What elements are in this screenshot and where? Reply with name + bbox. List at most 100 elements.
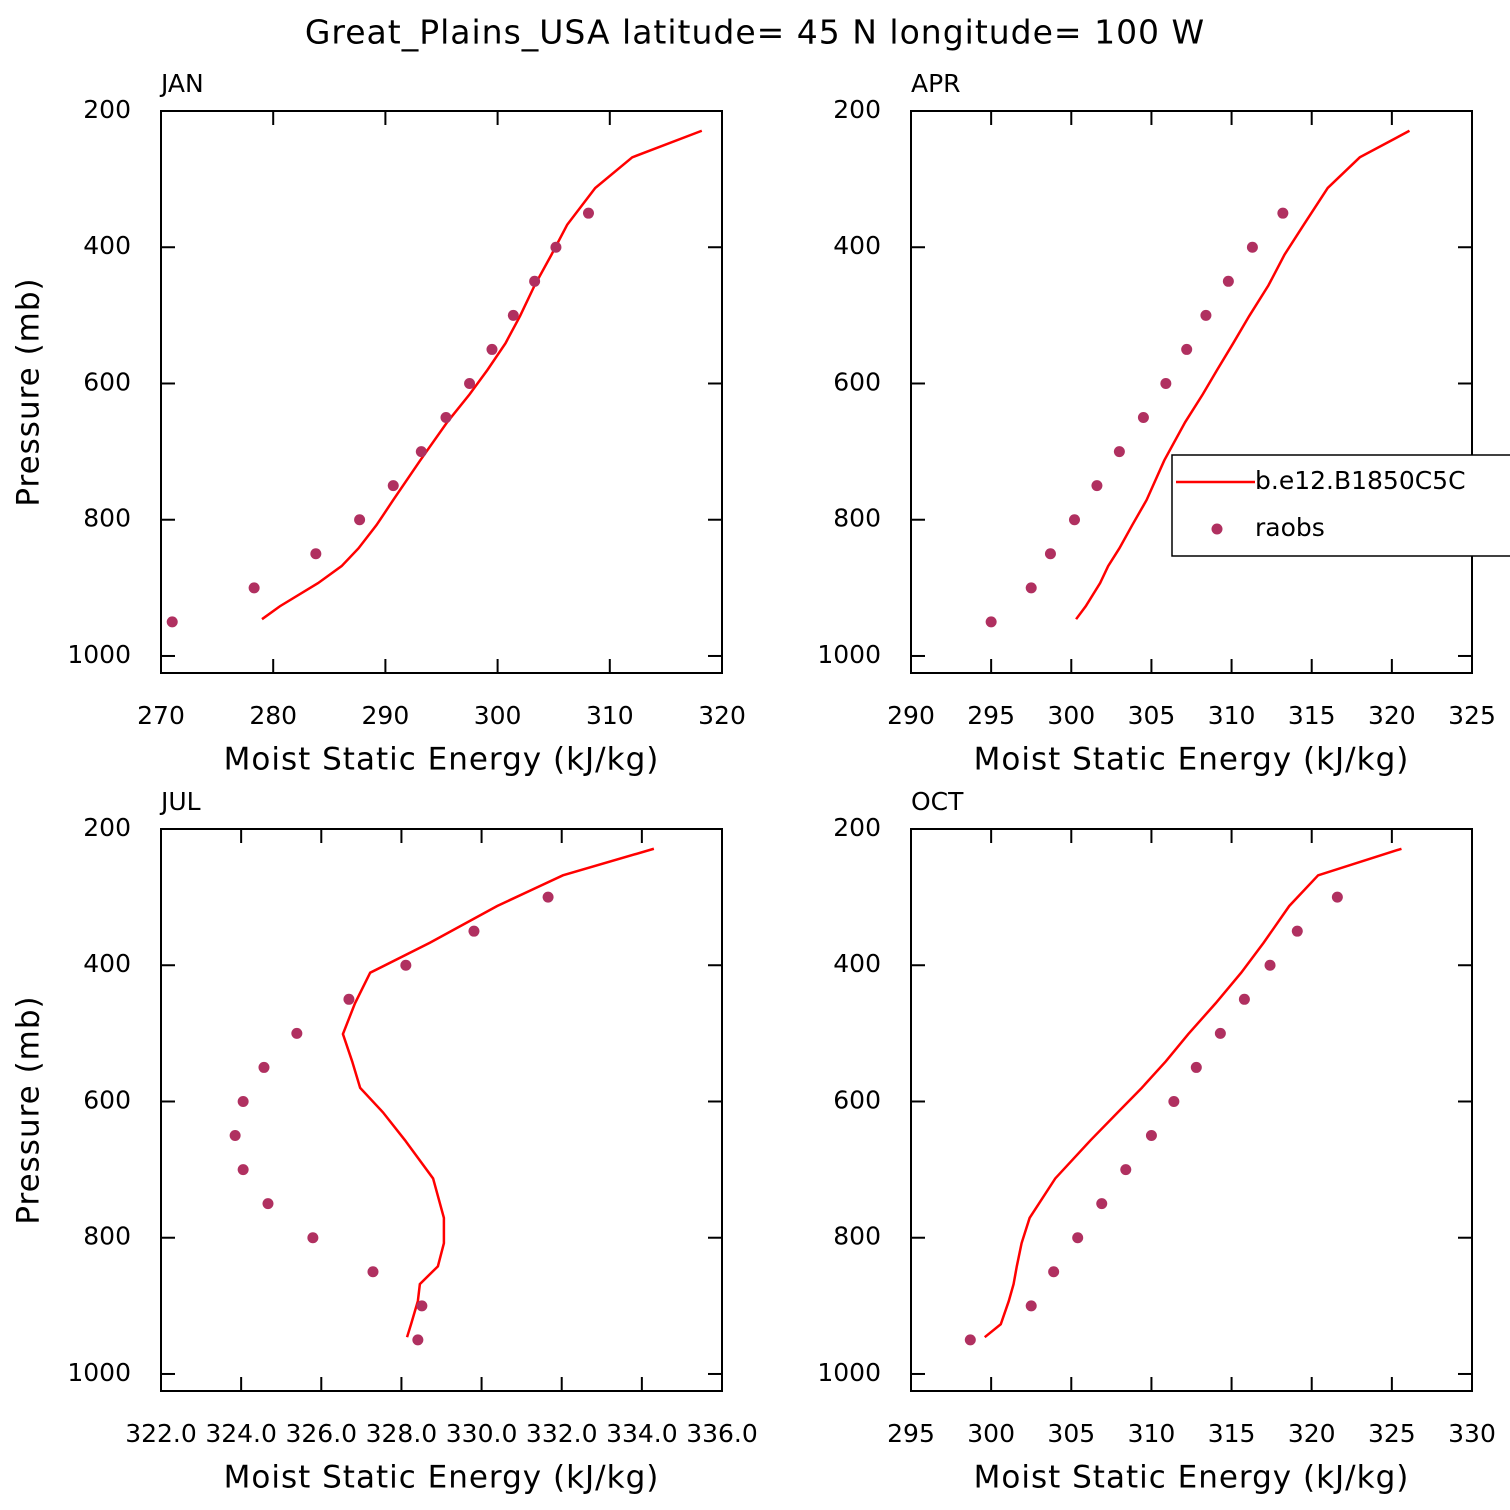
x-tick-label: 336.0 [686, 1419, 758, 1448]
obs-point [400, 959, 412, 971]
obs-point [412, 1334, 424, 1346]
obs-point [262, 1198, 274, 1210]
obs-point [237, 1164, 249, 1176]
x-tick-label: 295 [967, 701, 1015, 730]
obs-point [1096, 1198, 1108, 1210]
obs-point [440, 412, 452, 424]
x-tick-label: 322.0 [125, 1419, 197, 1448]
y-tick-label: 200 [83, 95, 131, 124]
obs-point [1072, 1232, 1084, 1244]
x-tick-label: 290 [887, 701, 935, 730]
obs-point [550, 241, 562, 253]
x-tick-label: 326.0 [285, 1419, 357, 1448]
obs-point [486, 343, 498, 355]
obs-point [1222, 275, 1234, 287]
plot-frame [910, 110, 1473, 674]
obs-point [343, 993, 355, 1005]
obs-point [1025, 1300, 1037, 1312]
obs-point [582, 207, 594, 219]
x-tick-label: 330.0 [446, 1419, 518, 1448]
x-tick-label: 315 [1288, 701, 1336, 730]
x-tick-label: 320 [1368, 701, 1416, 730]
obs-point [1246, 241, 1258, 253]
obs-point [310, 548, 322, 560]
obs-point [1048, 1266, 1060, 1278]
y-tick-label: 800 [833, 1222, 881, 1251]
y-tick-label: 400 [833, 231, 881, 260]
obs-point [248, 582, 260, 594]
x-tick-label: 320 [1288, 1419, 1336, 1448]
y-tick-label: 800 [83, 1222, 131, 1251]
obs-point [1200, 309, 1212, 321]
x-axis-title: Moist Static Energy (kJ/kg) [974, 742, 1410, 778]
x-tick-label: 300 [474, 701, 522, 730]
x-tick-label: 280 [249, 701, 297, 730]
obs-point [1068, 514, 1080, 526]
y-tick-label: 800 [83, 504, 131, 533]
x-tick-label: 334.0 [606, 1419, 678, 1448]
plot-frame [160, 110, 723, 674]
x-tick-label: 310 [1128, 1419, 1176, 1448]
x-tick-label: 300 [967, 1419, 1015, 1448]
x-axis-title: Moist Static Energy (kJ/kg) [224, 1460, 660, 1496]
panel-label: OCT [911, 787, 964, 816]
y-tick-label: 400 [83, 231, 131, 260]
obs-point [507, 309, 519, 321]
legend-label: b.e12.B1850C5C [1255, 466, 1466, 495]
obs-point [367, 1266, 379, 1278]
obs-point [1277, 207, 1289, 219]
obs-point [1120, 1164, 1132, 1176]
x-tick-label: 290 [362, 701, 410, 730]
obs-point [1091, 480, 1103, 492]
obs-point [1238, 993, 1250, 1005]
x-axis-title: Moist Static Energy (kJ/kg) [974, 1460, 1410, 1496]
y-tick-label: 600 [83, 1085, 131, 1114]
obs-point [1190, 1061, 1202, 1073]
obs-point [1044, 548, 1056, 560]
obs-point [542, 891, 554, 903]
obs-point [307, 1232, 319, 1244]
y-tick-label: 200 [833, 813, 881, 842]
x-tick-label: 324.0 [205, 1419, 277, 1448]
panel-label: APR [911, 69, 961, 98]
model-line [1075, 129, 1411, 620]
y-tick-label: 400 [83, 949, 131, 978]
obs-point [1168, 1095, 1180, 1107]
figure-title: Great_Plains_USA latitude= 45 N longitud… [305, 13, 1205, 52]
obs-point [529, 275, 541, 287]
x-tick-label: 332.0 [526, 1419, 598, 1448]
plot-frame [910, 828, 1473, 1392]
y-tick-label: 600 [833, 1085, 881, 1114]
obs-point [464, 377, 476, 389]
x-axis-title: Moist Static Energy (kJ/kg) [224, 742, 660, 778]
x-tick-label: 300 [1047, 701, 1095, 730]
obs-point [291, 1027, 303, 1039]
y-tick-label: 400 [833, 949, 881, 978]
x-tick-label: 305 [1047, 1419, 1095, 1448]
obs-point [1113, 446, 1125, 458]
panel-label: JUL [159, 787, 201, 816]
model-line [983, 847, 1402, 1339]
obs-point [468, 925, 480, 937]
obs-point [416, 1300, 428, 1312]
model-line [261, 129, 703, 621]
x-tick-label: 330 [1448, 1419, 1496, 1448]
x-tick-label: 315 [1208, 1419, 1256, 1448]
x-tick-label: 310 [586, 701, 634, 730]
y-axis-title: Pressure (mb) [11, 995, 47, 1224]
y-tick-label: 600 [833, 367, 881, 396]
panel-label: JAN [159, 69, 204, 98]
obs-point [1291, 925, 1303, 937]
legend-label: raobs [1255, 513, 1325, 542]
plot-frame [160, 828, 723, 1392]
y-tick-label: 1000 [67, 1358, 131, 1387]
obs-point [258, 1061, 270, 1073]
legend-box [1171, 454, 1510, 557]
x-tick-label: 320 [698, 701, 746, 730]
obs-point [1181, 343, 1193, 355]
obs-point [1214, 1027, 1226, 1039]
obs-point [1264, 959, 1276, 971]
obs-point [1145, 1130, 1157, 1142]
